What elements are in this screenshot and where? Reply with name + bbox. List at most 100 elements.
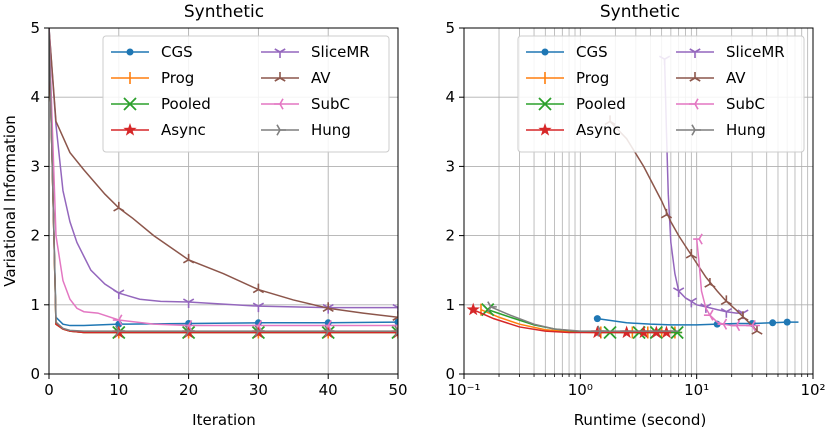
left-series-av-marker: [322, 302, 334, 312]
right-series-av-marker: [685, 248, 697, 259]
left-legend-async-label: Async: [161, 121, 206, 139]
left-ticks: 0 10 20 30 40 50 0 1 2 3 4 5: [30, 19, 407, 399]
left-series-slicemr-marker: [182, 298, 195, 309]
left-legend-hung-label: Hung: [311, 121, 351, 139]
right-series-pooled-marker: [670, 325, 684, 340]
left-legend-prog-label: Prog: [161, 69, 194, 87]
right-legend-slicemr-label: SliceMR: [726, 43, 785, 61]
right-legend-cgs-marker: [541, 48, 549, 56]
right-series-async-line: [472, 308, 671, 334]
right-legend-entry-prog: Prog: [526, 69, 609, 87]
right-legend-prog-label: Prog: [576, 69, 609, 87]
left-x-tick-label: 20: [179, 381, 198, 399]
left-chart-title: Synthetic: [184, 2, 264, 22]
left-legend-av-label: AV: [311, 69, 331, 87]
left-series-async-line: [49, 28, 398, 334]
right-chart-panel: Synthetic Runtime (second) 10⁻¹ 10⁰ 10¹ 10²…: [445, 2, 825, 429]
right-legend-entry-pooled: Pooled: [526, 95, 626, 113]
right-y-tick-label: 5: [445, 19, 455, 37]
right-y-tick-label: 3: [445, 157, 455, 175]
right-series-av-marker: [704, 278, 716, 288]
left-series-av-marker: [252, 283, 265, 294]
left-legend-entry-cgs: CGS: [111, 43, 193, 61]
right-series-hung-marker: [597, 325, 607, 337]
left-series-hung-marker: [184, 325, 195, 337]
left-series-hung-marker: [115, 325, 125, 337]
left-legend-entry-prog: Prog: [111, 69, 194, 87]
right-legend-async-label: Async: [576, 121, 621, 139]
right-legend-av-label: AV: [726, 69, 746, 87]
left-legend-subc-marker: [274, 98, 284, 110]
left-x-tick-label: 10: [109, 381, 128, 399]
right-series-av-marker: [737, 311, 749, 321]
left-x-tick-label: 30: [249, 381, 268, 399]
right-x-tick-label: 10⁰: [568, 381, 593, 399]
left-legend-av-marker: [274, 72, 286, 82]
right-legend-av-marker: [689, 72, 701, 82]
left-series-subc-marker: [322, 319, 332, 332]
left-axes-frame: [48, 27, 399, 375]
left-series-av-marker: [182, 253, 195, 264]
left-legend-cgs-marker: [126, 48, 134, 56]
right-y-tick-label: 2: [445, 227, 455, 245]
left-series-av-marker: [392, 311, 398, 321]
right-legend-entry-slicemr: SliceMR: [676, 43, 785, 61]
right-legend-hung-marker: [691, 124, 701, 136]
left-series-slicemr-marker: [252, 302, 265, 313]
right-series-subc-line: [695, 238, 760, 327]
left-series-subc-marker: [252, 319, 263, 332]
left-legend-slicemr-label: SliceMR: [311, 43, 370, 61]
left-series-cgs-marker: [394, 318, 398, 326]
left-series-slicemr-marker: [392, 303, 398, 314]
right-series-slicemr-marker: [673, 287, 685, 297]
right-legend-pooled-label: Pooled: [576, 95, 626, 113]
right-x-tick-label: 10¹: [684, 381, 709, 399]
left-series-slicemr-marker: [113, 289, 125, 300]
right-series-cgs-marker: [769, 319, 777, 327]
right-legend-subc-marker: [689, 98, 699, 110]
left-series-av-marker: [113, 201, 125, 212]
left-series-cgs-line: [49, 28, 398, 327]
right-y-tick-label: 4: [445, 88, 455, 106]
left-x-tick-label: 50: [388, 381, 407, 399]
left-legend-slicemr-marker: [274, 48, 286, 58]
right-series-subc-marker: [746, 319, 756, 332]
right-series-subc-marker: [717, 318, 728, 330]
right-legend-entry-cgs: CGS: [526, 43, 608, 61]
right-legend-box: [517, 35, 805, 153]
right-legend-entry-async: Async: [526, 121, 621, 139]
left-legend-entry-hung: Hung: [261, 121, 351, 139]
right-series-hung-line: [490, 306, 679, 332]
left-legend: CGS Prog Pooled Async SliceMR AV SubC Hung: [102, 35, 390, 153]
right-legend-subc-label: SubC: [726, 95, 765, 113]
left-x-tick-label: 0: [44, 381, 54, 399]
left-chart-panel: Synthetic Iteration Variational Informat…: [1, 2, 408, 429]
right-series-cgs-marker: [783, 318, 791, 326]
right-legend-slicemr-marker: [689, 48, 701, 58]
right-legend-cgs-label: CGS: [576, 43, 608, 61]
left-series-subc-marker: [392, 323, 398, 328]
left-legend-entry-slicemr: SliceMR: [261, 43, 370, 61]
right-x-axis-label: Runtime (second): [574, 411, 707, 429]
right-x-tick-label: 10⁻¹: [447, 381, 480, 399]
right-ticks: 10⁻¹ 10⁰ 10¹ 10² 0 1 2 3 4 5: [445, 19, 825, 399]
right-series-slicemr-marker: [685, 297, 697, 308]
right-legend-entry-av: AV: [676, 69, 746, 87]
right-chart-title: Synthetic: [600, 2, 680, 22]
left-legend-cgs-label: CGS: [161, 43, 193, 61]
left-legend-pooled-label: Pooled: [161, 95, 211, 113]
right-x-tick-label: 10²: [800, 381, 825, 399]
left-series-hung-marker: [254, 325, 265, 337]
right-series-subc-marker: [693, 233, 703, 245]
right-legend-entry-hung: Hung: [676, 121, 766, 139]
left-series-av-line: [49, 28, 398, 319]
left-x-axis-label: Iteration: [192, 411, 256, 429]
left-y-tick-label: 5: [30, 19, 40, 37]
left-legend-entry-pooled: Pooled: [111, 95, 211, 113]
right-legend-pooled-marker: [538, 97, 552, 111]
left-plot-area: [49, 28, 398, 340]
right-series-hung-marker: [487, 301, 497, 313]
right-y-tick-label: 0: [445, 365, 455, 383]
left-y-tick-label: 3: [30, 157, 40, 175]
left-y-tick-label: 4: [30, 88, 40, 106]
